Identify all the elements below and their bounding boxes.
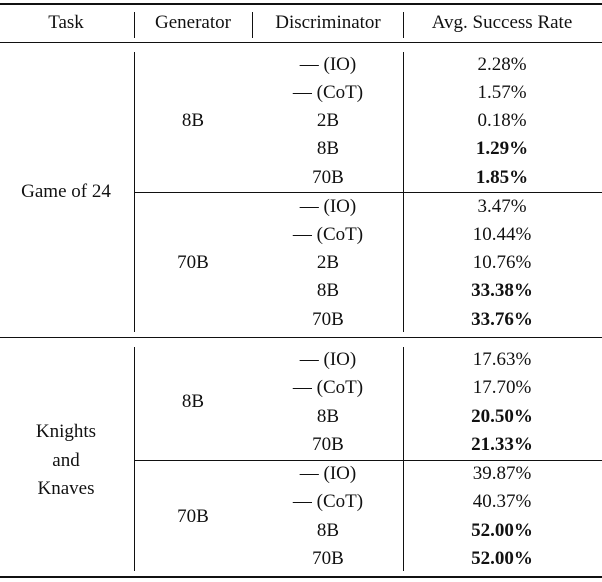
rate-cell: 1.57% xyxy=(477,82,527,103)
header-separator xyxy=(134,12,135,38)
discriminator-cell: — (CoT) xyxy=(292,491,364,512)
generator-label: 8B xyxy=(181,110,205,131)
discriminator-cell: 70B xyxy=(312,167,344,188)
rate-cell-best: 20.50% xyxy=(471,406,533,427)
rate-cell-best: 1.85% xyxy=(475,167,529,188)
header-separator xyxy=(252,12,253,38)
discriminator-separator xyxy=(403,347,404,571)
rate-cell: 39.87% xyxy=(472,463,532,484)
header-rule xyxy=(0,42,602,43)
discriminator-cell: — (IO) xyxy=(299,196,357,217)
rate-cell-best: 1.29% xyxy=(475,138,529,159)
discriminator-cell: 8B xyxy=(316,520,340,541)
rate-cell: 40.37% xyxy=(472,491,532,512)
header-generator: Generator xyxy=(155,12,231,33)
task-label: Knaves xyxy=(37,478,95,499)
rate-cell: 10.76% xyxy=(472,252,532,273)
bottom-rule xyxy=(0,576,602,578)
header-separator xyxy=(403,12,404,38)
generator-label: 8B xyxy=(181,391,205,412)
top-rule xyxy=(0,3,602,5)
rate-cell: 2.28% xyxy=(477,54,527,75)
discriminator-cell: 8B xyxy=(316,138,340,159)
rate-cell-best: 33.76% xyxy=(471,309,533,330)
discriminator-cell: 8B xyxy=(316,280,340,301)
discriminator-cell: — (IO) xyxy=(299,349,357,370)
discriminator-cell: 70B xyxy=(312,434,344,455)
discriminator-cell: — (CoT) xyxy=(292,377,364,398)
discriminator-cell: 70B xyxy=(312,309,344,330)
discriminator-cell: 2B xyxy=(316,252,340,273)
rate-cell-best: 33.38% xyxy=(471,280,533,301)
rate-cell: 17.63% xyxy=(472,349,532,370)
discriminator-cell: 70B xyxy=(312,548,344,569)
rate-cell: 0.18% xyxy=(477,110,527,131)
generator-label: 70B xyxy=(177,506,209,527)
rate-cell-best: 52.00% xyxy=(471,520,533,541)
discriminator-cell: 8B xyxy=(316,406,340,427)
rate-cell-best: 21.33% xyxy=(471,434,533,455)
rate-cell: 17.70% xyxy=(472,377,532,398)
header-avg-success-rate: Avg. Success Rate xyxy=(431,12,573,33)
header-discriminator: Discriminator xyxy=(275,12,381,33)
generator-label: 70B xyxy=(177,252,209,273)
discriminator-cell: — (CoT) xyxy=(292,224,364,245)
task-label: Game of 24 xyxy=(21,181,111,202)
discriminator-cell: — (IO) xyxy=(299,54,357,75)
group-divider-rule xyxy=(0,337,602,338)
block-divider-rule xyxy=(134,192,602,193)
block-divider-rule xyxy=(134,460,602,461)
rate-cell: 10.44% xyxy=(472,224,532,245)
header-task: Task xyxy=(48,12,84,33)
rate-cell: 3.47% xyxy=(477,196,527,217)
discriminator-cell: — (CoT) xyxy=(292,82,364,103)
discriminator-cell: 2B xyxy=(316,110,340,131)
discriminator-cell: — (IO) xyxy=(299,463,357,484)
task-label: Knights xyxy=(35,421,97,442)
rate-cell-best: 52.00% xyxy=(471,548,533,569)
task-label: and xyxy=(52,450,80,471)
generator-separator xyxy=(134,347,135,571)
